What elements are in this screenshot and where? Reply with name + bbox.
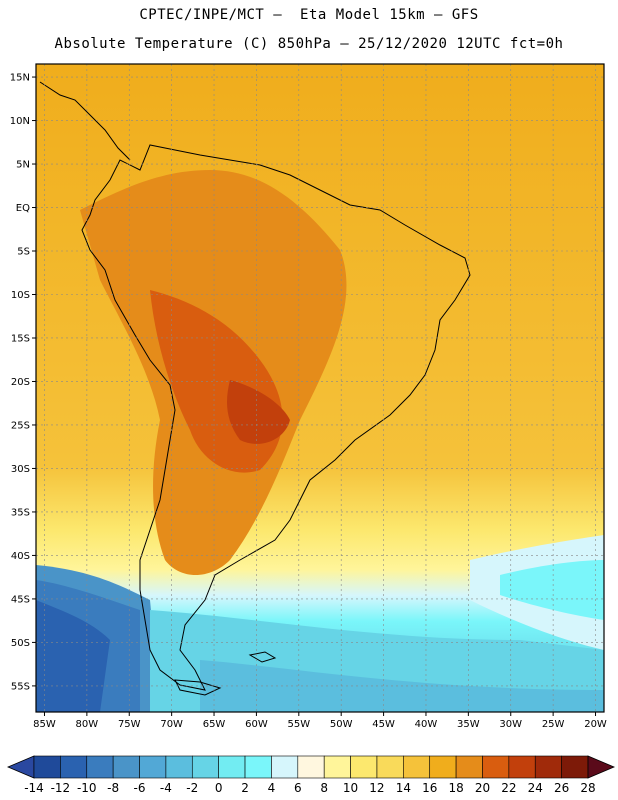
colorbar-swatch	[455, 755, 483, 779]
map-frame	[35, 63, 605, 713]
colorbar-label: 4	[268, 781, 276, 795]
colorbar-swatch	[165, 755, 193, 779]
colorbar-swatch	[218, 755, 246, 779]
colorbar-swatch	[429, 755, 457, 779]
lon-tick-label: 35W	[457, 719, 480, 730]
colorbar-label: 6	[294, 781, 302, 795]
coastline-falklands	[248, 651, 277, 663]
colorbar-swatch	[350, 755, 378, 779]
lon-tick-label: 30W	[499, 719, 522, 730]
colorbar-label: 14	[396, 781, 411, 795]
colorbar-label: 0	[215, 781, 223, 795]
lon-tick-label: 70W	[160, 719, 183, 730]
lat-tick-label: 20S	[11, 377, 30, 388]
colorbar-label: 20	[475, 781, 490, 795]
lat-tick-label: 10N	[10, 116, 30, 127]
chart-title: CPTEC/INPE/MCT – Eta Model 15km – GFS	[139, 7, 479, 23]
colorbar-swatch	[139, 755, 167, 779]
colorbar-swatch	[376, 755, 404, 779]
lat-tick-label: 45S	[11, 594, 30, 605]
latitude-axis: 15N 10N 5N EQ 5S 10S 15S 20S 25S 30S 35S 40S 45S 50S 5…	[10, 73, 36, 692]
longitude-axis: 85W 80W 75W 70W 65W 60W 55W 50W 45W 40W 35W 30W 25W 2…	[33, 712, 607, 730]
lat-tick-label: 40S	[11, 551, 30, 562]
colorbar-swatch	[534, 755, 562, 779]
coastline-layer	[39, 81, 471, 696]
coastline-central-america	[39, 81, 131, 161]
colorbar-label: 24	[528, 781, 543, 795]
lat-tick-label: 35S	[11, 507, 30, 518]
colorbar-min-arrow	[6, 755, 35, 779]
lon-tick-label: 65W	[203, 719, 226, 730]
lon-tick-label: 40W	[415, 719, 438, 730]
colorbar-label: 8	[320, 781, 328, 795]
lon-tick-label: 60W	[245, 719, 268, 730]
lon-tick-label: 55W	[287, 719, 310, 730]
lat-tick-label: 15N	[10, 73, 30, 84]
colorbar-swatch	[482, 755, 510, 779]
lat-tick-label: 50S	[11, 638, 30, 649]
lon-tick-label: 45W	[372, 719, 395, 730]
lat-tick-label: 30S	[11, 464, 30, 475]
colorbar-swatch	[403, 755, 431, 779]
field-layer	[36, 64, 604, 712]
colorbar-swatch	[86, 755, 114, 779]
colorbar-label: -2	[186, 781, 198, 795]
colorbar-swatch	[271, 755, 299, 779]
colorbar-label: -12	[51, 781, 71, 795]
lat-tick-label: 55S	[11, 681, 30, 692]
lon-tick-label: 85W	[33, 719, 56, 730]
lon-tick-label: 80W	[76, 719, 99, 730]
colorbar-label: -4	[160, 781, 172, 795]
colorbar-swatch	[561, 755, 589, 779]
colorbar-label: -6	[134, 781, 146, 795]
chart-subtitle: Absolute Temperature (C) 850hPa – 25/12/…	[54, 36, 564, 52]
lon-tick-label: 75W	[118, 719, 141, 730]
colorbar-swatch	[112, 755, 140, 779]
colorbar-swatch	[297, 755, 325, 779]
lon-tick-label: 20W	[584, 719, 607, 730]
colorbar-label: 28	[580, 781, 595, 795]
lon-tick-label: 50W	[330, 719, 353, 730]
colorbar-label: 2	[241, 781, 249, 795]
coastline-south-america	[81, 144, 471, 691]
graticule	[36, 64, 604, 712]
colorbar-label: 18	[448, 781, 463, 795]
colorbar-max-arrow	[587, 755, 616, 779]
colorbar-swatch	[191, 755, 219, 779]
colorbar-label: 22	[501, 781, 516, 795]
colorbar-label: 12	[369, 781, 384, 795]
coastline-tierra-del-fuego	[174, 679, 222, 696]
colorbar-swatch	[323, 755, 351, 779]
colorbar-swatch	[33, 755, 61, 779]
colorbar-label: -8	[107, 781, 119, 795]
colorbar-label: 10	[343, 781, 358, 795]
lat-tick-label: 25S	[11, 420, 30, 431]
lat-tick-label: 5S	[17, 247, 30, 258]
colorbar-label: -10	[77, 781, 97, 795]
lat-tick-label: EQ	[16, 203, 30, 214]
lon-tick-label: 25W	[542, 719, 565, 730]
lat-tick-label: 15S	[11, 333, 30, 344]
colorbar: -14 -12 -10 -8 -6 -4 -2 0 2 4 6 8 10 12 14 16 18 20 22 24 26…	[6, 755, 616, 795]
lat-tick-label: 10S	[11, 290, 30, 301]
colorbar-swatch	[60, 755, 88, 779]
colorbar-label: -14	[24, 781, 44, 795]
colorbar-label: 16	[422, 781, 437, 795]
lat-tick-label: 5N	[16, 160, 30, 171]
colorbar-swatch	[508, 755, 536, 779]
colorbar-label: 26	[554, 781, 569, 795]
colorbar-swatch	[244, 755, 272, 779]
